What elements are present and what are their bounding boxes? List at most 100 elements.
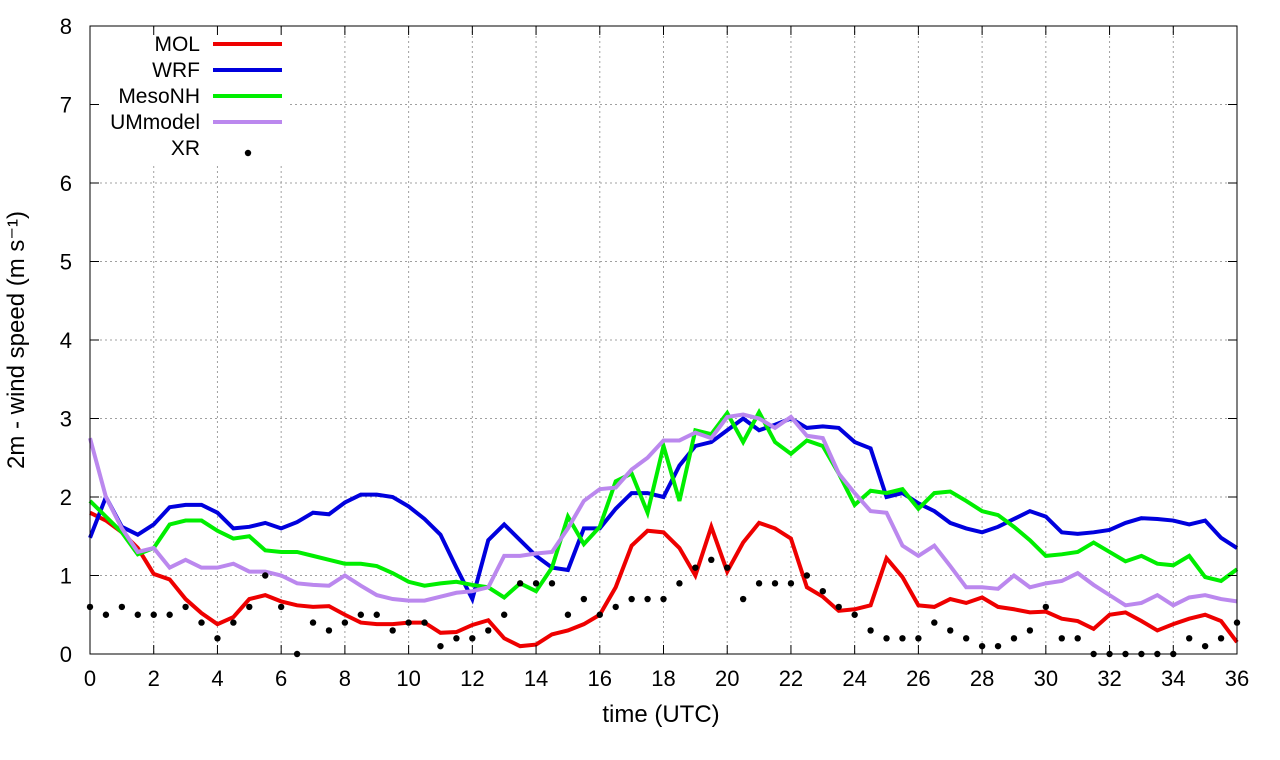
- x-tick-label: 18: [651, 666, 675, 691]
- data-point: [405, 619, 412, 626]
- plot-frame: [89, 25, 1238, 655]
- data-point: [915, 635, 922, 642]
- data-point: [819, 588, 827, 595]
- data-point: [787, 580, 795, 587]
- data-point: [118, 603, 126, 611]
- x-tick-label: 26: [906, 666, 930, 691]
- data-point: [931, 619, 938, 626]
- data-point: [596, 611, 603, 618]
- legend-label: MesoNH: [118, 85, 200, 108]
- x-tick-label: 36: [1225, 666, 1249, 691]
- data-point: [262, 572, 269, 579]
- data-line: [88, 416, 1239, 605]
- data-point: [373, 611, 380, 618]
- data-point: [628, 595, 635, 603]
- data-point: [500, 611, 508, 618]
- data-point: [1058, 635, 1065, 642]
- data-point: [357, 611, 365, 618]
- data-point: [1201, 642, 1209, 650]
- data-point: [166, 611, 173, 618]
- data-point: [994, 642, 1002, 650]
- data-point: [803, 572, 811, 579]
- x-tick-label: 8: [339, 666, 351, 691]
- data-point: [676, 580, 683, 587]
- data-point: [453, 635, 460, 642]
- x-tick-label: 30: [1034, 666, 1058, 691]
- data-point: [835, 603, 842, 611]
- data-point: [580, 595, 588, 603]
- y-tick-label: 4: [60, 328, 72, 353]
- x-tick-label: 32: [1097, 666, 1121, 691]
- data-point: [421, 619, 428, 626]
- data-point: [1042, 603, 1050, 611]
- y-tick-label: 8: [60, 14, 72, 39]
- data-point: [962, 635, 970, 642]
- data-point: [1010, 635, 1018, 642]
- data-point: [1186, 635, 1193, 642]
- data-point: [708, 556, 715, 563]
- data-point: [564, 611, 572, 618]
- data-point: [644, 595, 651, 603]
- x-tick-label: 4: [211, 666, 223, 691]
- data-point: [947, 627, 954, 634]
- legend-label: UMmodel: [110, 111, 200, 134]
- data-point: [246, 603, 253, 611]
- data-point: [198, 619, 205, 626]
- data-line: [88, 407, 1239, 600]
- x-tick-label: 24: [842, 666, 866, 691]
- x-axis-label: time (UTC): [602, 701, 719, 728]
- data-point: [1217, 635, 1225, 642]
- x-tick-label: 34: [1161, 666, 1185, 691]
- y-axis-label: 2m - wind speed (m s⁻¹): [3, 211, 30, 469]
- x-tick-label: 12: [460, 666, 484, 691]
- y-tick-label: 6: [60, 171, 72, 196]
- data-point: [724, 564, 731, 571]
- y-tick-label: 2: [60, 485, 72, 510]
- data-point: [437, 642, 444, 650]
- legend-label: XR: [171, 137, 200, 160]
- x-tick-label: 20: [715, 666, 739, 691]
- data-line: [88, 412, 1238, 608]
- data-point: [548, 580, 556, 587]
- data-point: [660, 595, 667, 603]
- x-tick-label: 16: [588, 666, 612, 691]
- x-tick-label: 10: [396, 666, 420, 691]
- data-point: [739, 595, 747, 603]
- data-point: [309, 619, 317, 626]
- data-point: [102, 611, 110, 618]
- data-point: [469, 635, 476, 642]
- y-tick-label: 1: [60, 564, 72, 589]
- data-point: [883, 635, 890, 642]
- x-tick-label: 2: [148, 666, 160, 691]
- data-point: [532, 580, 540, 587]
- data-point: [182, 603, 189, 611]
- legend-label: WRF: [152, 59, 200, 82]
- y-tick-label: 3: [60, 407, 72, 432]
- data-point: [230, 619, 237, 626]
- y-tick-label: 5: [60, 250, 72, 275]
- data-point: [612, 603, 619, 611]
- data-line: [89, 510, 1239, 649]
- legend-swatch: [244, 149, 252, 157]
- data-point: [851, 611, 858, 618]
- data-point: [389, 627, 396, 634]
- x-tick-label: 0: [84, 666, 96, 691]
- y-tick-label: 7: [60, 93, 72, 118]
- data-point: [277, 603, 285, 611]
- x-tick-label: 22: [779, 666, 803, 691]
- x-tick-label: 14: [524, 666, 548, 691]
- data-point: [1026, 627, 1034, 634]
- data-point: [899, 635, 906, 642]
- data-point: [134, 611, 141, 618]
- data-point: [214, 635, 221, 642]
- data-point: [341, 619, 349, 626]
- data-point: [867, 627, 874, 634]
- data-point: [485, 627, 492, 634]
- x-tick-label: 6: [275, 666, 287, 691]
- data-point: [325, 627, 333, 634]
- data-point: [150, 611, 157, 618]
- y-tick-label: 0: [60, 642, 72, 667]
- data-point: [771, 580, 779, 587]
- legend-label: MOL: [154, 33, 200, 56]
